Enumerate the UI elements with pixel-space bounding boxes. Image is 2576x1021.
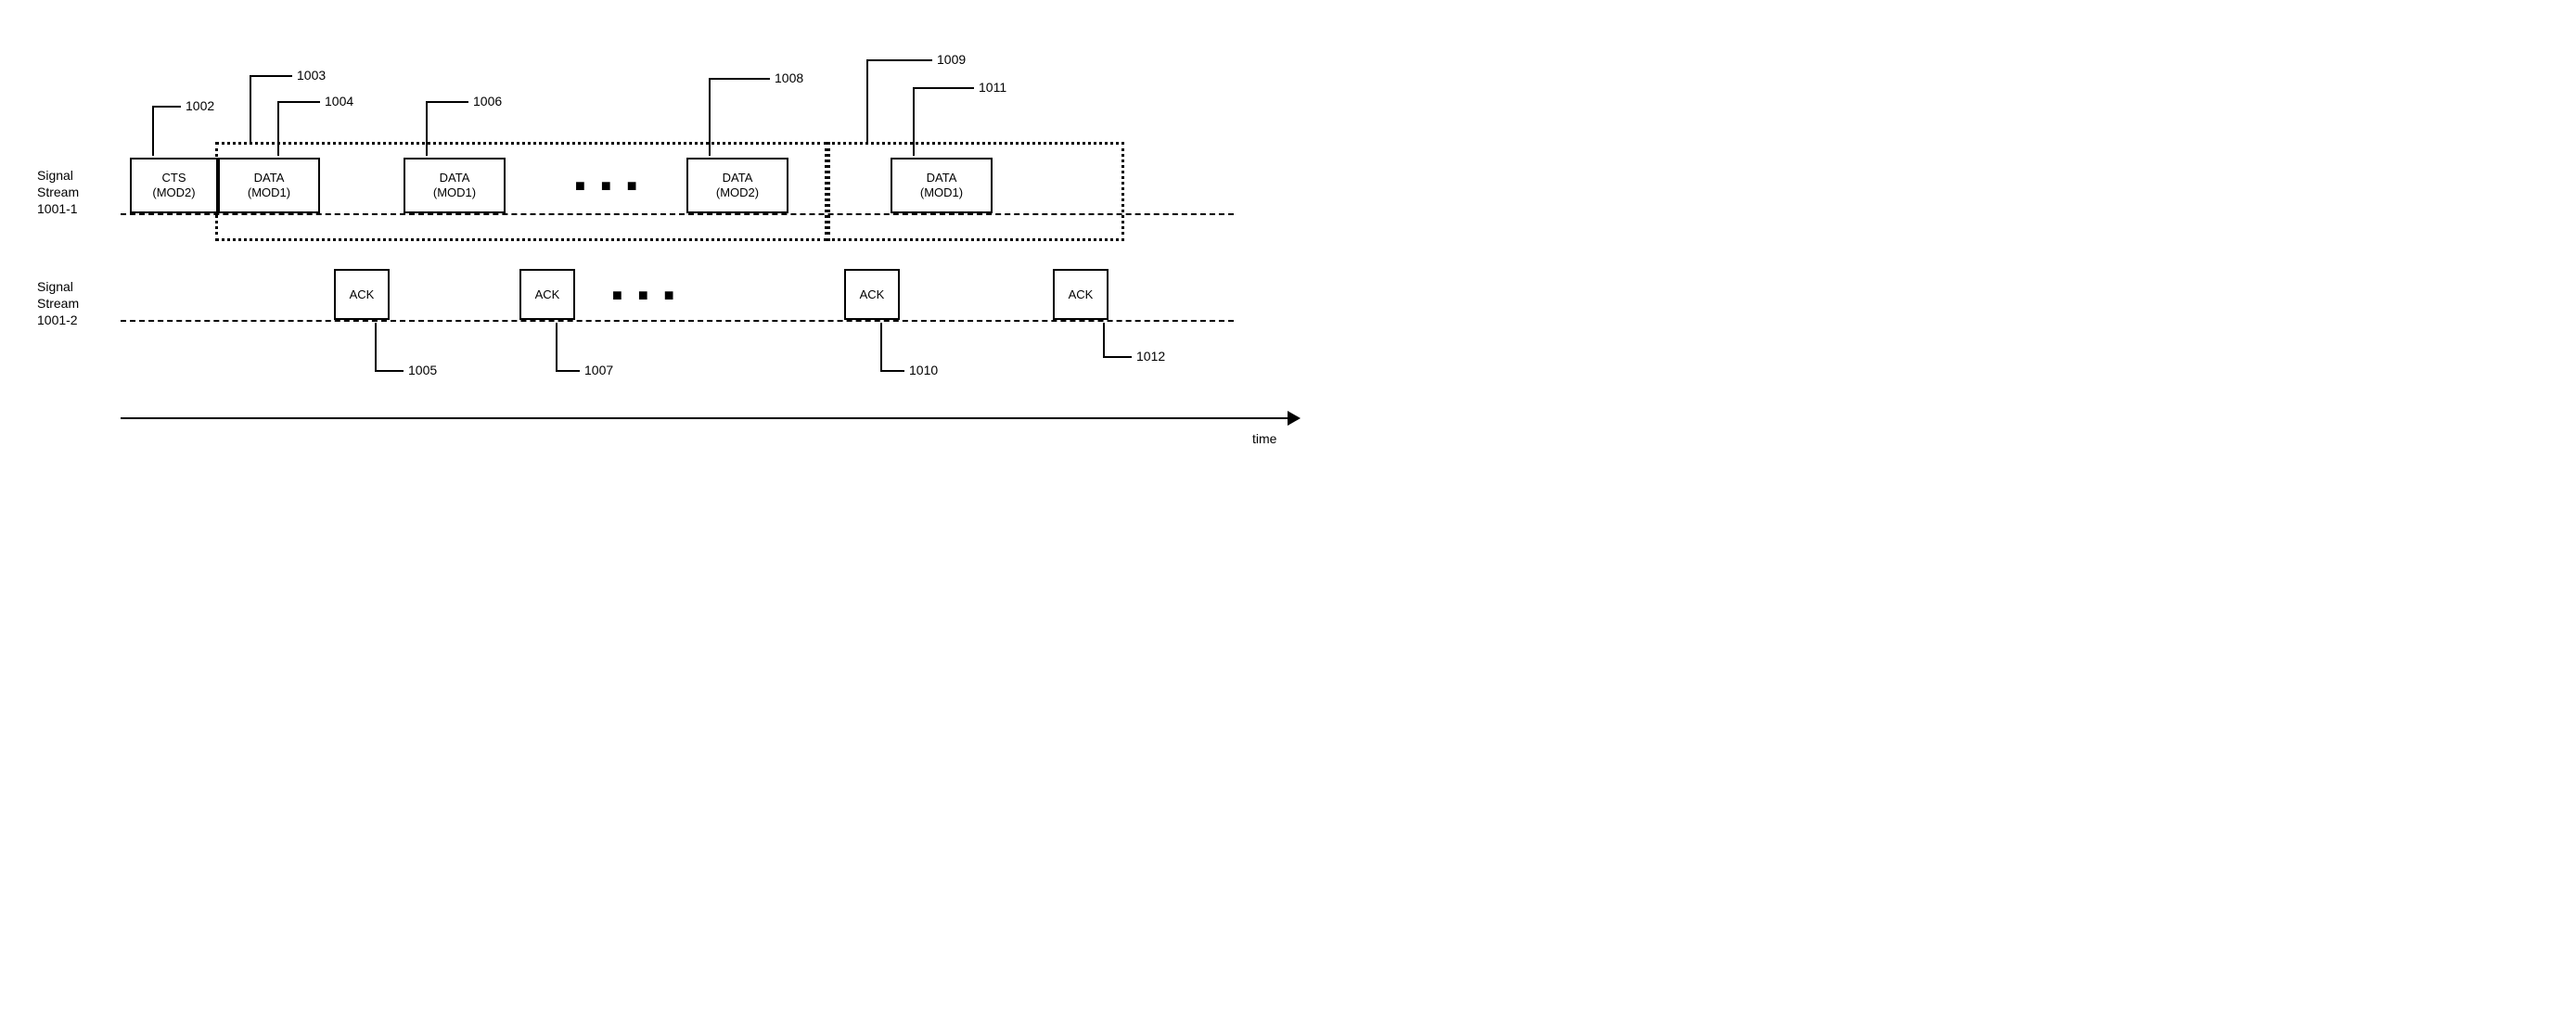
- stream2-label: Signal Stream 1001-2: [37, 278, 79, 329]
- callout-1006: 1006: [473, 94, 502, 108]
- ack-block-1005: ACK: [334, 269, 390, 320]
- callout-1004: 1004: [325, 94, 353, 108]
- stream1-label: Signal Stream 1001-1: [37, 167, 79, 218]
- callout-1012: 1012: [1136, 349, 1165, 364]
- time-axis: [121, 417, 1289, 419]
- callout-1009: 1009: [937, 52, 966, 67]
- data-block-1006: DATA (MOD1): [404, 158, 506, 213]
- callout-1002: 1002: [186, 98, 214, 113]
- ellipsis-row2: ■ ■ ■: [612, 286, 680, 305]
- callout-1003: 1003: [297, 68, 326, 83]
- cts-block: CTS (MOD2): [130, 158, 218, 213]
- time-axis-label: time: [1252, 431, 1276, 446]
- ack-block-1007: ACK: [519, 269, 575, 320]
- time-axis-arrow: [1288, 411, 1301, 426]
- callout-1007: 1007: [584, 363, 613, 377]
- timing-diagram: Signal Stream 1001-1 Signal Stream 1001-…: [37, 56, 1336, 519]
- callout-1010: 1010: [909, 363, 938, 377]
- ack-block-1012: ACK: [1053, 269, 1109, 320]
- ellipsis-row1: ■ ■ ■: [575, 176, 643, 196]
- callout-lines: [37, 56, 1336, 519]
- callout-1008: 1008: [775, 70, 803, 85]
- stream2-baseline: [121, 320, 1234, 322]
- data-block-1008: DATA (MOD2): [686, 158, 788, 213]
- ack-block-1010: ACK: [844, 269, 900, 320]
- callout-1005: 1005: [408, 363, 437, 377]
- data-block-1004: DATA (MOD1): [218, 158, 320, 213]
- data-block-1011: DATA (MOD1): [891, 158, 993, 213]
- callout-1011: 1011: [979, 80, 1006, 95]
